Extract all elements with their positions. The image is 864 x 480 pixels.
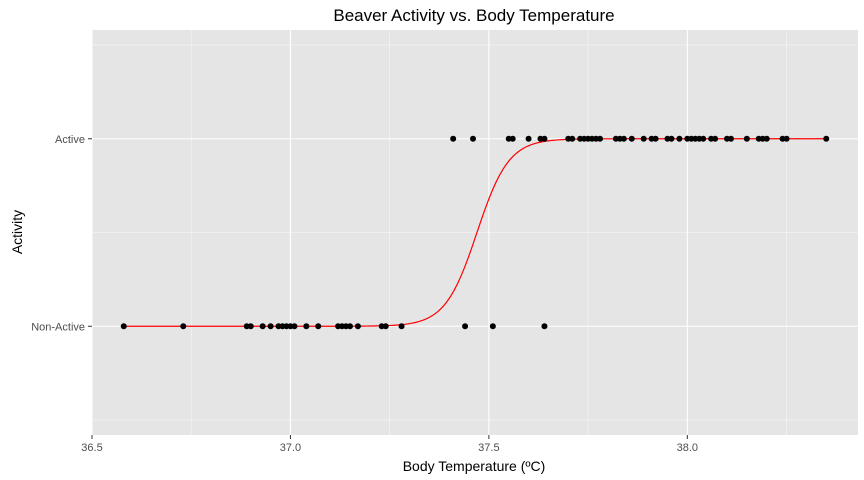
data-point-active [509, 135, 516, 142]
data-point-non-active [462, 323, 469, 330]
x-tick-label: 37.0 [280, 442, 301, 454]
data-point-active [700, 135, 707, 142]
x-tick-label: 38.0 [677, 442, 698, 454]
data-point-active [727, 135, 734, 142]
data-point-non-active [120, 323, 127, 330]
data-point-non-active [291, 323, 298, 330]
data-point-active [597, 135, 604, 142]
y-tick-label: Non-Active [31, 321, 85, 333]
data-point-active [450, 135, 457, 142]
data-point-active [676, 135, 683, 142]
data-point-active [628, 135, 635, 142]
data-point-non-active [398, 323, 405, 330]
data-point-non-active [382, 323, 389, 330]
y-axis-title: Activity [9, 210, 25, 254]
y-axis-ticks: Non-Active Active [31, 134, 92, 333]
data-point-active [783, 135, 790, 142]
data-point-active [525, 135, 532, 142]
data-point-active [743, 135, 750, 142]
data-point-non-active [315, 323, 322, 330]
data-point-non-active [247, 323, 254, 330]
data-point-non-active [541, 323, 548, 330]
data-point-non-active [259, 323, 266, 330]
x-axis-ticks: 36.5 37.0 37.5 38.0 [81, 435, 698, 454]
data-point-active [541, 135, 548, 142]
data-point-active [763, 135, 770, 142]
points-layer [120, 135, 830, 330]
data-point-active [470, 135, 477, 142]
x-tick-label: 37.5 [478, 442, 499, 454]
data-point-non-active [303, 323, 310, 330]
data-point-active [652, 135, 659, 142]
y-tick-label: Active [55, 134, 85, 146]
chart-title: Beaver Activity vs. Body Temperature [333, 6, 614, 25]
x-axis-title: Body Temperature (ºC) [403, 458, 546, 474]
data-point-non-active [354, 323, 361, 330]
data-point-active [640, 135, 647, 142]
data-point-non-active [346, 323, 353, 330]
data-point-active [620, 135, 627, 142]
data-point-active [823, 135, 830, 142]
data-point-non-active [489, 323, 496, 330]
data-point-non-active [180, 323, 187, 330]
grid-minor [92, 30, 858, 435]
data-point-active [712, 135, 719, 142]
data-point-active [668, 135, 675, 142]
x-tick-label: 36.5 [81, 442, 102, 454]
data-point-active [569, 135, 576, 142]
data-point-non-active [267, 323, 274, 330]
